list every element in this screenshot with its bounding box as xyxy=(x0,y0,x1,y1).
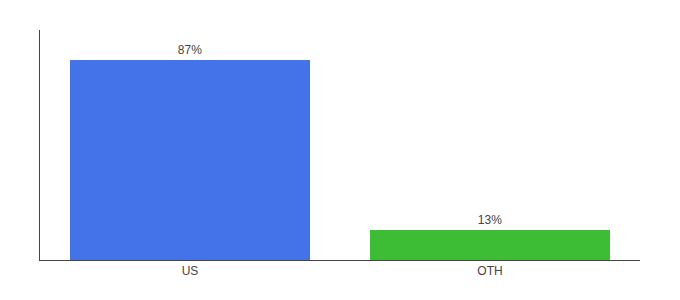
svg-text:US: US xyxy=(182,264,199,278)
svg-text:13%: 13% xyxy=(478,213,502,227)
svg-text:87%: 87% xyxy=(178,43,202,57)
svg-text:OTH: OTH xyxy=(477,264,502,278)
